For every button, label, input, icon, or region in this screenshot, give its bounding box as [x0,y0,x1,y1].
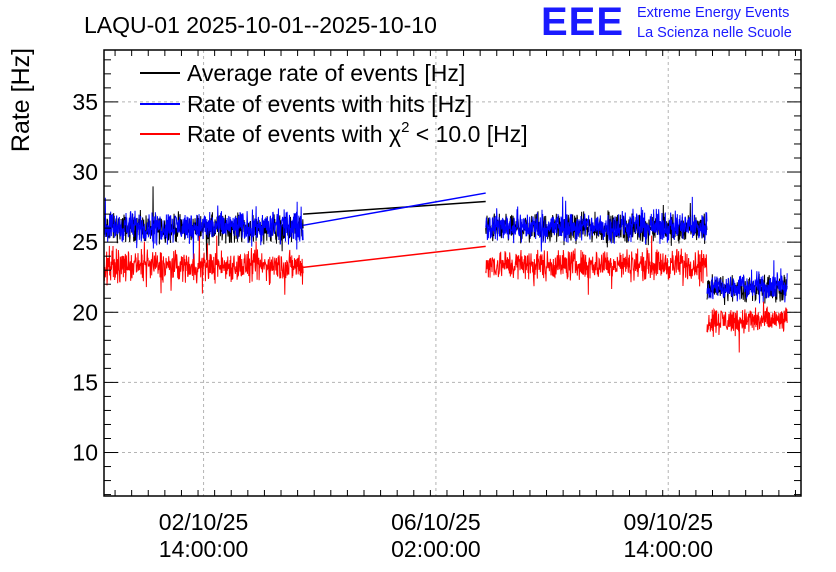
x-tick-label-date-1: 06/10/25 [391,509,481,535]
legend-label-0: Average rate of events [Hz] [187,60,465,86]
y-tick-label-1: 15 [72,369,98,395]
series-chi2-segment-2 [706,301,788,353]
x-tick-label-date-0: 02/10/25 [159,509,249,535]
eee-logo-line1: Extreme Energy Events [637,5,790,21]
series-chi2-segment-1 [485,235,708,295]
series-average-bridge [303,200,486,215]
legend-label-2: Rate of events with χ2 < 10.0 [Hz] [187,119,528,147]
x-tick-label-date-2: 09/10/25 [623,509,713,535]
y-tick-label-0: 10 [72,440,98,466]
y-tick-label-5: 35 [72,89,98,115]
chart-title: LAQU-01 2025-10-01--2025-10-10 [84,12,437,38]
x-tick-label-time-2: 14:00:00 [623,536,713,562]
y-axis-label: Rate [Hz] [7,48,35,152]
y-tick-label-3: 25 [72,229,98,255]
series-hits-segment-2 [706,260,788,304]
series-chi2-segment-0 [103,235,304,295]
y-tick-label-2: 20 [72,299,98,325]
series-hits-segment-1 [485,196,708,252]
series-hits-segment-0 [103,197,304,263]
eee-logo-line2: La Scienza nelle Scuole [637,25,792,41]
series-chi2-bridge [303,245,486,269]
plot-frame [103,49,802,497]
y-tick-label-4: 30 [72,159,98,185]
legend-label-1: Rate of events with hits [Hz] [187,91,472,117]
eee-logo-mark: EEE [541,0,625,44]
x-tick-label-time-1: 02:00:00 [391,536,481,562]
x-tick-label-time-0: 14:00:00 [159,536,249,562]
series-hits-bridge [303,192,486,227]
